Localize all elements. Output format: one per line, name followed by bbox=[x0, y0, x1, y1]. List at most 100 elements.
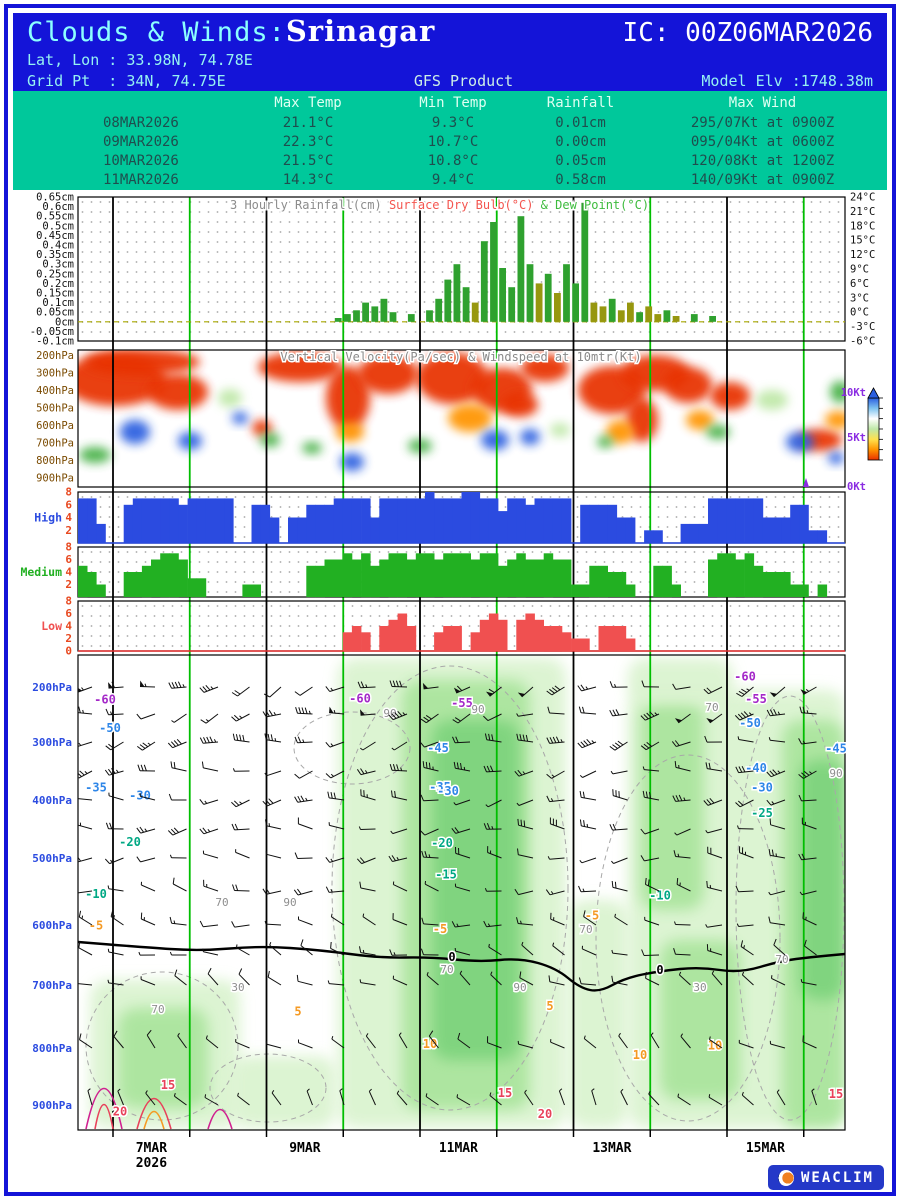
svg-text:0.2cm: 0.2cm bbox=[42, 278, 74, 290]
svg-text:-5: -5 bbox=[433, 922, 447, 936]
cloud-bars-medium bbox=[78, 553, 828, 598]
summary-cell-max-wind: 120/08Kt at 1200Z bbox=[690, 152, 835, 169]
summary-row: 10MAR2026 21.5°C 10.8°C 0.05cm 120/08Kt … bbox=[13, 151, 887, 170]
svg-text:0.05cm: 0.05cm bbox=[36, 307, 74, 319]
svg-text:-45: -45 bbox=[427, 741, 449, 755]
svg-text:24°C: 24°C bbox=[850, 192, 875, 204]
svg-text:6°C: 6°C bbox=[850, 278, 869, 290]
svg-text:600hPa: 600hPa bbox=[36, 420, 74, 432]
summary-cell-max-wind: 295/07Kt at 0900Z bbox=[690, 114, 835, 131]
svg-text:90: 90 bbox=[283, 896, 296, 909]
init-condition-label: IC: 00Z06MAR2026 bbox=[622, 18, 873, 48]
svg-text:Medium: Medium bbox=[20, 565, 62, 579]
summary-header-max-temp: Max Temp bbox=[274, 95, 342, 111]
summary-cell-min-temp: 10.7°C bbox=[427, 133, 479, 150]
day-gridlines bbox=[112, 197, 805, 1130]
weaclim-badge: WEACLIM bbox=[767, 1165, 884, 1190]
svg-text:8: 8 bbox=[65, 595, 72, 608]
svg-text:700hPa: 700hPa bbox=[36, 438, 74, 450]
station-name: Srinagar bbox=[285, 14, 436, 48]
svg-text:-5: -5 bbox=[89, 919, 103, 933]
svg-text:10: 10 bbox=[423, 1037, 437, 1051]
svg-text:0.15cm: 0.15cm bbox=[36, 288, 74, 300]
svg-text:90: 90 bbox=[471, 703, 484, 716]
upper-air-panel: 200hPa 300hPa 400hPa 500hPa 600hPa 700hPa 800h… bbox=[32, 668, 848, 1130]
svg-text:0cm: 0cm bbox=[55, 316, 74, 328]
svg-text:5Kt: 5Kt bbox=[847, 432, 866, 444]
svg-text:-20: -20 bbox=[119, 835, 141, 849]
svg-text:12°C: 12°C bbox=[850, 249, 875, 261]
svg-text:500hPa: 500hPa bbox=[36, 403, 74, 415]
svg-text:2: 2 bbox=[65, 524, 72, 537]
rainfall-bars bbox=[334, 202, 716, 322]
summary-row: 11MAR2026 14.3°C 9.4°C 0.58cm 140/09Kt a… bbox=[13, 170, 887, 189]
svg-text:6: 6 bbox=[65, 553, 72, 566]
svg-text:-10: -10 bbox=[85, 887, 107, 901]
svg-text:4: 4 bbox=[65, 620, 72, 633]
summary-cell-min-temp: 10.8°C bbox=[427, 152, 479, 169]
svg-text:9MAR: 9MAR bbox=[289, 1141, 320, 1156]
svg-text:-25: -25 bbox=[751, 806, 773, 820]
svg-text:2: 2 bbox=[65, 578, 72, 591]
svg-text:5: 5 bbox=[546, 999, 553, 1013]
svg-text:300hPa: 300hPa bbox=[36, 368, 74, 380]
svg-text:4: 4 bbox=[65, 566, 72, 579]
svg-text:90: 90 bbox=[829, 767, 842, 780]
svg-text:-30: -30 bbox=[437, 784, 459, 798]
summary-header-min-temp: Min Temp bbox=[419, 95, 487, 111]
summary-cell-rainfall: 0.58cm bbox=[555, 171, 606, 188]
svg-text:10: 10 bbox=[708, 1039, 722, 1053]
svg-text:-40: -40 bbox=[745, 761, 767, 775]
svg-text:5: 5 bbox=[294, 1004, 301, 1018]
svg-text:0.5cm: 0.5cm bbox=[42, 220, 74, 232]
svg-text:13MAR: 13MAR bbox=[592, 1141, 631, 1156]
svg-text:90: 90 bbox=[383, 707, 396, 720]
svg-text:-0.05cm: -0.05cm bbox=[30, 326, 74, 338]
svg-text:70: 70 bbox=[579, 923, 592, 936]
summary-row: 09MAR2026 22.3°C 10.7°C 0.00cm 095/04Kt … bbox=[13, 132, 887, 151]
svg-text:0°C: 0°C bbox=[850, 307, 869, 319]
summary-cell-rainfall: 0.01cm bbox=[555, 114, 606, 131]
svg-text:4: 4 bbox=[65, 511, 72, 524]
svg-text:8: 8 bbox=[65, 486, 72, 499]
summary-cell-max-temp: 22.3°C bbox=[282, 133, 334, 150]
svg-text:6: 6 bbox=[65, 607, 72, 620]
svg-text:6: 6 bbox=[65, 498, 72, 511]
svg-text:3 Hourly Rainfall(cm) Surface: 3 Hourly Rainfall(cm) Surface Dry Bulb(°… bbox=[230, 198, 649, 212]
grid-point-label: Grid Pt : 34N, 74.75E bbox=[27, 72, 226, 90]
zero-isotherm bbox=[78, 940, 845, 992]
svg-text:10: 10 bbox=[633, 1048, 647, 1062]
summary-cell-max-temp: 14.3°C bbox=[282, 171, 334, 188]
rh-labels: 90 90 70 70 90 30 70 90 70 30 70 90 70 bbox=[150, 700, 844, 1018]
svg-text:400hPa: 400hPa bbox=[32, 794, 72, 807]
svg-text:0.25cm: 0.25cm bbox=[36, 268, 74, 280]
svg-text:15°C: 15°C bbox=[850, 235, 875, 247]
svg-text:0Kt: 0Kt bbox=[847, 481, 866, 493]
summary-cell-date: 09MAR2026 bbox=[103, 133, 179, 150]
svg-text:Low: Low bbox=[41, 619, 62, 633]
svg-text:-45: -45 bbox=[825, 742, 847, 756]
svg-text:11MAR: 11MAR bbox=[439, 1141, 478, 1156]
title-prefix: Clouds & Winds: bbox=[27, 17, 286, 48]
svg-text:15MAR: 15MAR bbox=[746, 1141, 785, 1156]
svg-text:20: 20 bbox=[538, 1107, 552, 1121]
lat-lon-value: Lat, Lon : 33.98N, 74.78E bbox=[27, 51, 253, 69]
svg-text:-3°C: -3°C bbox=[850, 321, 875, 333]
svg-text:-35: -35 bbox=[85, 780, 107, 794]
vertical-velocity-field bbox=[78, 350, 845, 471]
svg-text:-55: -55 bbox=[745, 692, 767, 706]
svg-text:30: 30 bbox=[693, 981, 706, 994]
svg-text:-20: -20 bbox=[431, 836, 453, 850]
svg-text:9°C: 9°C bbox=[850, 264, 869, 276]
summary-cell-date: 11MAR2026 bbox=[103, 171, 179, 188]
svg-text:70: 70 bbox=[215, 896, 228, 909]
svg-text:3°C: 3°C bbox=[850, 292, 869, 304]
svg-text:21°C: 21°C bbox=[850, 206, 875, 218]
svg-text:800hPa: 800hPa bbox=[32, 1042, 72, 1055]
svg-text:7MAR: 7MAR bbox=[136, 1141, 167, 1156]
windspeed-colorbar bbox=[867, 397, 880, 461]
svg-text:-60: -60 bbox=[349, 692, 371, 706]
svg-text:2026: 2026 bbox=[136, 1156, 167, 1171]
